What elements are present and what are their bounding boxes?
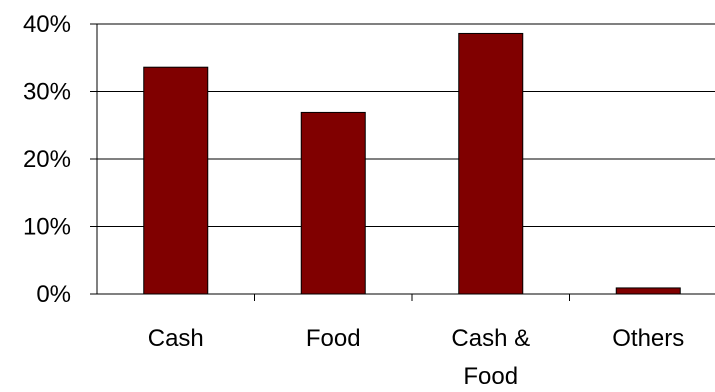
x-tick-label-2-line-0: Cash & (451, 325, 530, 352)
x-tick-label-1: Food (306, 325, 361, 352)
y-tick-label-0: 0% (36, 281, 71, 308)
y-tick-label-3: 30% (23, 79, 71, 106)
x-tick-label-2-line-1: Food (463, 363, 518, 390)
y-tick-label-2: 20% (23, 146, 71, 173)
bar-cash-food (458, 32, 524, 295)
y-tick-label-1: 10% (23, 214, 71, 241)
bar-cash (143, 66, 209, 295)
y-tick-label-4: 40% (23, 11, 71, 38)
bar-others (615, 287, 681, 295)
x-tick-label-0: Cash (148, 325, 204, 352)
bar-food (300, 111, 366, 295)
x-tick-label-3: Others (612, 325, 684, 352)
